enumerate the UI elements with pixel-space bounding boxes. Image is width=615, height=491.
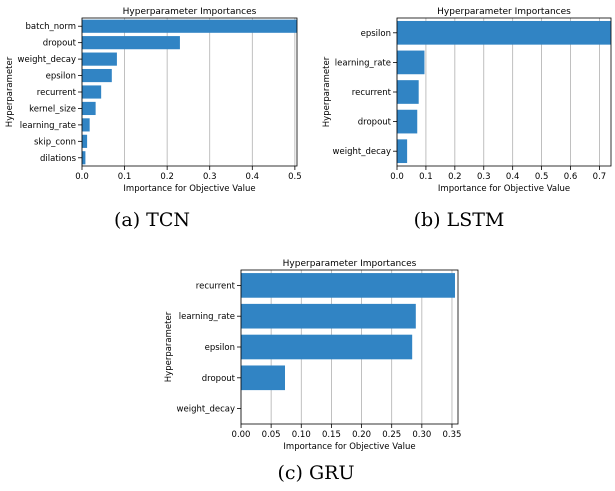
chart-3: 0.00 0.05 0.10 0.15 0.20 0.25 0.30 0.35 recurren… bbox=[164, 259, 461, 484]
bar-learning_rate bbox=[397, 50, 425, 75]
y-tick-label: skip_conn bbox=[34, 137, 76, 147]
bar-recurrent bbox=[241, 273, 455, 298]
bar-weight_decay bbox=[82, 52, 117, 66]
x-tick-label: 0.7 bbox=[593, 172, 607, 182]
x-tick-label: 0.25 bbox=[382, 430, 401, 440]
x-tick-label: 0.0 bbox=[390, 172, 404, 182]
bar-recurrent bbox=[397, 80, 419, 104]
x-axis-label: Importance for Objective Value bbox=[123, 184, 255, 194]
x-tick-label: 0.10 bbox=[292, 430, 311, 440]
figure-caption: (c) GRU bbox=[277, 462, 354, 484]
chart-title: Hyperparameter Importances bbox=[123, 7, 257, 17]
y-axis-label: Hyperparameter bbox=[322, 56, 332, 127]
y-tick-label: weight_decay bbox=[177, 405, 235, 415]
bar-skip_conn bbox=[82, 134, 88, 148]
bar-recurrent bbox=[82, 85, 102, 99]
x-tick-label: 0.3 bbox=[203, 172, 217, 182]
y-tick-label: dropout bbox=[43, 39, 77, 49]
x-tick-label: 0.6 bbox=[564, 172, 578, 182]
bar-epsilon bbox=[397, 20, 611, 45]
x-tick-label: 0.2 bbox=[160, 172, 174, 182]
chart-2: 0.0 0.1 0.2 0.3 0.4 0.5 0.6 0.7 epsilon learning_… bbox=[322, 7, 612, 231]
x-axis-label: Importance for Objective Value bbox=[438, 184, 570, 194]
x-tick-label: 0.05 bbox=[262, 430, 281, 440]
y-tick-label: recurrent bbox=[37, 88, 77, 98]
x-tick-label: 0.4 bbox=[246, 172, 260, 182]
bar-learning_rate bbox=[241, 303, 416, 329]
plot-frame bbox=[81, 17, 298, 167]
x-tick-label: 0.1 bbox=[118, 172, 132, 182]
y-tick-label: learning_rate bbox=[20, 121, 76, 131]
x-tick-label: 0.35 bbox=[443, 430, 462, 440]
y-tick-label: recurrent bbox=[352, 88, 392, 98]
y-tick-label: weight_decay bbox=[18, 55, 76, 65]
x-tick-label: 0.4 bbox=[506, 172, 520, 182]
chart-title: Hyperparameter Importances bbox=[283, 259, 417, 269]
x-tick-label: 0.5 bbox=[288, 172, 302, 182]
y-tick-label: epsilon bbox=[205, 343, 235, 353]
x-tick-label: 0.5 bbox=[535, 172, 549, 182]
y-tick-label: kernel_size bbox=[29, 104, 76, 114]
bar-kernel_size bbox=[82, 101, 96, 116]
x-tick-label: 0.0 bbox=[75, 172, 89, 182]
y-tick-label: learning_rate bbox=[179, 312, 235, 322]
x-tick-label: 0.30 bbox=[412, 430, 431, 440]
y-axis-label: Hyperparameter bbox=[5, 56, 15, 127]
bar-dropout bbox=[397, 109, 418, 134]
y-tick-label: learning_rate bbox=[335, 58, 391, 68]
y-tick-label: epsilon bbox=[361, 29, 391, 39]
y-tick-label: dropout bbox=[358, 118, 392, 128]
bar-dilations bbox=[82, 151, 86, 165]
bar-epsilon bbox=[241, 334, 413, 360]
y-tick-label: epsilon bbox=[46, 72, 76, 82]
figure-caption: (b) LSTM bbox=[414, 209, 505, 231]
x-tick-label: 0.00 bbox=[232, 430, 251, 440]
x-tick-label: 0.20 bbox=[352, 430, 371, 440]
bar-weight_decay bbox=[397, 139, 408, 164]
y-tick-label: dropout bbox=[202, 374, 236, 384]
y-tick-label: batch_norm bbox=[26, 22, 76, 32]
plot-frame bbox=[396, 17, 612, 167]
bar-dropout bbox=[241, 365, 286, 391]
y-tick-label: recurrent bbox=[196, 281, 236, 291]
bar-batch_norm bbox=[82, 19, 297, 33]
bar-dropout bbox=[82, 36, 180, 50]
x-axis-label: Importance for Objective Value bbox=[283, 442, 415, 452]
y-tick-label: weight_decay bbox=[333, 147, 391, 157]
x-tick-label: 0.1 bbox=[419, 172, 433, 182]
x-tick-label: 0.15 bbox=[322, 430, 341, 440]
y-tick-label: dilations bbox=[40, 154, 77, 164]
x-tick-label: 0.3 bbox=[477, 172, 491, 182]
y-axis-label: Hyperparameter bbox=[164, 311, 174, 382]
chart-title: Hyperparameter Importances bbox=[437, 7, 571, 17]
bar-epsilon bbox=[82, 68, 112, 83]
x-tick-label: 0.2 bbox=[448, 172, 462, 182]
bar-learning_rate bbox=[82, 118, 90, 132]
figure-caption: (a) TCN bbox=[114, 209, 190, 231]
plot-frame bbox=[240, 269, 459, 425]
